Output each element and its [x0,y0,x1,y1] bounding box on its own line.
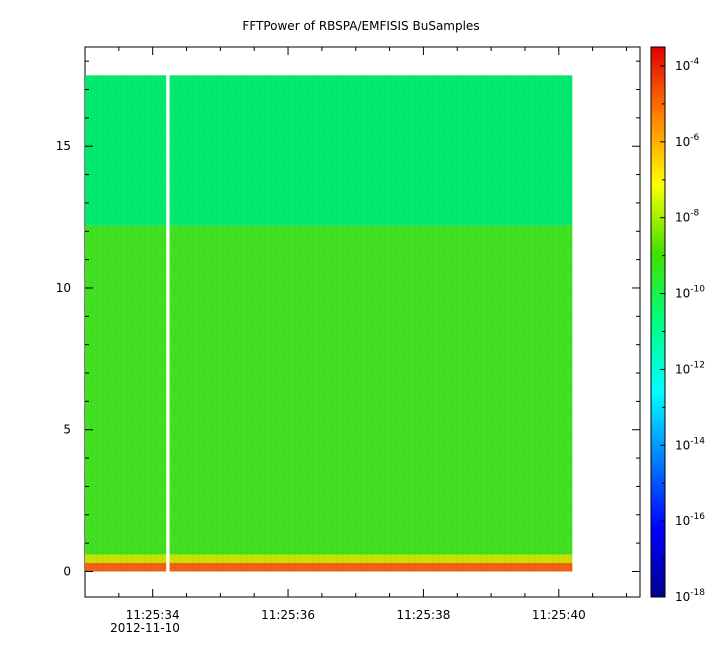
y-tick-label: 0 [63,564,71,578]
colorbar: 10-4 10-6 10-8 10-10 10-12 10-14 10-16 10-18 [650,46,705,604]
colorbar-tick-label: 10-14 [675,436,705,452]
x-tick-label: 11:25:38 [396,608,450,622]
y-tick-label: 10 [56,281,71,295]
x-tick-label: 11:25:40 [532,608,586,622]
colorbar-tick-label: 10-4 [675,57,700,73]
chart-title: FFTPower of RBSPA/EMFISIS BuSamples [242,19,479,33]
x-tick-label: 11:25:36 [261,608,315,622]
y-tick-label: 5 [63,423,71,437]
plot-area: 11:25:34 11:25:36 11:25:38 11:25:40 0 5 10 15 [56,46,641,622]
colorbar-tick-label: 10-6 [675,133,700,149]
x-axis-date-label: 2012-11-10 [110,621,180,635]
y-tick-label: 15 [56,139,71,153]
noise-texture [85,75,573,572]
colorbar-gradient [650,46,666,598]
colorbar-tick-label: 10-10 [675,285,705,301]
colorbar-tick-label: 10-16 [675,512,705,528]
colorbar-tick-label: 10-12 [675,360,705,376]
colorbar-tick-label: 10-18 [675,588,705,604]
data-gap [166,75,170,572]
x-tick-label: 11:25:34 [126,608,180,622]
colorbar-tick-label: 10-8 [675,209,700,225]
